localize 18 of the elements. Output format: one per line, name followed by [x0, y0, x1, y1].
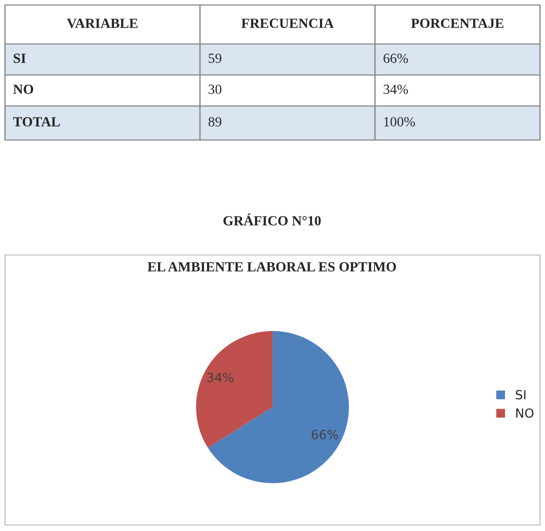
text: 30: [208, 84, 222, 94]
data-label: 66%: [312, 430, 338, 440]
text: 89: [208, 117, 222, 126]
data-label: 34%: [207, 372, 234, 382]
text: 34%: [384, 84, 408, 94]
legend-label: NO: [516, 408, 534, 418]
text: TOTAL: [13, 117, 60, 126]
text: GRÁFICO N°10: [223, 213, 321, 226]
category-label: FRECUENCIA: [241, 18, 334, 28]
category-label: VARIABLE: [66, 18, 138, 28]
text: SI: [14, 54, 26, 63]
text: 100%: [384, 117, 415, 127]
chart-title: EL AMBIENTE LABORAL ES OPTIMO: [148, 262, 396, 272]
legend-label: SI: [516, 390, 526, 400]
category-label: PORCENTAJE: [411, 18, 504, 28]
text: NO: [13, 84, 34, 94]
text: 59: [208, 54, 222, 63]
text: 66%: [384, 54, 408, 64]
